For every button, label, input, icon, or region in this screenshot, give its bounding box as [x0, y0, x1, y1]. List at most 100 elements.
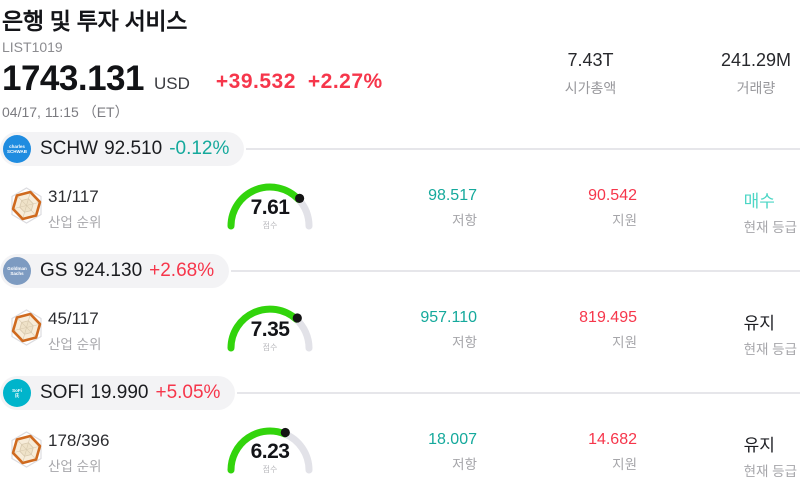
industry-rank-badge-icon	[8, 185, 45, 231]
stock-row-gs: Goldman Sachs GS 924.130 +2.68% 45/117 산업…	[0, 254, 800, 376]
support-value: 14.682	[588, 431, 637, 448]
logo-text: charles	[9, 144, 25, 149]
ticker-symbol: SOFI	[40, 382, 85, 403]
market-cap-value: 7.43T	[567, 50, 614, 70]
score-value: 7.35	[250, 318, 290, 341]
logo-text: Sachs	[10, 271, 24, 276]
resistance-value: 18.007	[428, 431, 477, 448]
industry-rank-label: 산업 순위	[48, 337, 102, 352]
market-cap-label: 시가총액	[564, 80, 617, 96]
support-column: 14.682 지원	[588, 431, 637, 473]
score-label: 점수	[262, 465, 278, 474]
volume-value: 241.29M	[720, 50, 792, 70]
company-logo-icon: SoFi 氏	[3, 379, 31, 407]
industry-rank: 31/117 산업 순위	[48, 187, 101, 231]
resistance-label: 저항	[452, 335, 477, 350]
stock-change: +2.68%	[149, 260, 215, 281]
support-value: 90.542	[588, 187, 637, 204]
rating-column: 매수 현재 등급	[744, 187, 797, 236]
resistance-value: 957.110	[420, 309, 477, 326]
industry-rank: 178/396 산업 순위	[48, 431, 109, 475]
resistance-column: 957.110 저항	[420, 309, 477, 351]
quote-datetime: 04/17, 11:15 （ET）	[2, 104, 129, 120]
support-label: 지원	[612, 213, 637, 228]
logo-text: Goldman	[7, 266, 27, 271]
market-cap-stat: 7.43T 시가총액	[538, 50, 643, 98]
industry-rank-value: 178/396	[48, 431, 110, 450]
score-value: 6.23	[250, 440, 290, 463]
score-gauge: 7.61 점수	[222, 179, 318, 239]
ticker-chip[interactable]: charles SCHWAB SCHW 92.510 -0.12%	[0, 132, 245, 166]
stock-change: +5.05%	[155, 382, 221, 403]
industry-rank: 45/117 산업 순위	[48, 309, 101, 353]
ticker-pill-row: SoFi 氏 SOFI 19.990 +5.05%	[0, 376, 800, 410]
industry-rank-value: 45/117	[48, 309, 99, 328]
index-price: 1743.131	[2, 59, 144, 98]
stock-row-sofi: SoFi 氏 SOFI 19.990 +5.05% 178/396 산업 순위 6…	[0, 376, 800, 488]
ticker-and-price: SOFI 19.990	[40, 382, 148, 404]
row-divider	[237, 392, 800, 394]
ticker-pill-row: charles SCHWAB SCHW 92.510 -0.12%	[0, 132, 800, 166]
ticker-symbol: GS	[40, 260, 68, 281]
currency-label: USD	[153, 74, 190, 93]
score-label: 점수	[262, 343, 278, 352]
support-value: 819.495	[579, 309, 637, 326]
score-gauge: 6.23 점수	[222, 423, 318, 483]
industry-rank-label: 산업 순위	[48, 215, 102, 230]
index-change-abs: +39.532	[215, 70, 296, 93]
rating-label: 현재 등급	[743, 342, 797, 357]
support-label: 지원	[612, 457, 637, 472]
rating-value: 유지	[743, 436, 775, 455]
resistance-label: 저항	[452, 213, 477, 228]
score-gauge: 7.35 점수	[222, 301, 318, 361]
ticker-chip[interactable]: SoFi 氏 SOFI 19.990 +5.05%	[0, 376, 236, 410]
ticker-and-price: GS 924.130	[40, 260, 142, 282]
stock-price: 924.130	[73, 260, 143, 281]
industry-rank-badge-icon	[8, 307, 45, 353]
page-title: 은행 및 투자 서비스	[2, 8, 188, 34]
stock-change: -0.12%	[169, 138, 230, 159]
volume-stat: 241.29M 거래량	[712, 50, 800, 98]
stock-row-schw: charles SCHWAB SCHW 92.510 -0.12% 31/117 …	[0, 132, 800, 254]
support-column: 90.542 지원	[588, 187, 637, 229]
stock-row-body: 31/117 산업 순위 7.61 점수 98.517 저항 90.542 지원…	[0, 178, 800, 262]
stock-row-body: 45/117 산업 순위 7.35 점수 957.110 저항 819.495 …	[0, 300, 800, 384]
index-price-row: 1743.131 USD +39.532 +2.27%	[2, 61, 800, 97]
volume-label: 거래량	[736, 80, 776, 96]
logo-text: 氏	[14, 393, 20, 398]
ticker-pill-row: Goldman Sachs GS 924.130 +2.68%	[0, 254, 800, 288]
row-divider	[231, 270, 800, 272]
ticker-chip[interactable]: Goldman Sachs GS 924.130 +2.68%	[0, 254, 230, 288]
header: 은행 및 투자 서비스 LIST1019 1743.131 USD +39.53…	[0, 0, 800, 132]
ticker-symbol: SCHW	[40, 138, 99, 159]
industry-rank-label: 산업 순위	[48, 459, 102, 474]
resistance-value: 98.517	[428, 187, 477, 204]
stock-price: 19.990	[90, 382, 149, 403]
resistance-column: 98.517 저항	[428, 187, 477, 229]
rating-value: 매수	[743, 192, 775, 211]
logo-text: SCHWAB	[7, 149, 27, 154]
index-change: +39.532 +2.27%	[216, 70, 383, 94]
industry-rank-badge-icon	[8, 429, 45, 475]
company-logo-icon: charles SCHWAB	[3, 135, 31, 163]
score-value: 7.61	[250, 196, 290, 219]
rating-column: 유지 현재 등급	[744, 309, 797, 358]
row-divider	[246, 148, 800, 150]
logo-text: SoFi	[12, 388, 22, 393]
rating-label: 현재 등급	[743, 220, 797, 235]
rating-column: 유지 현재 등급	[744, 431, 797, 480]
resistance-label: 저항	[452, 457, 477, 472]
industry-rank-value: 31/117	[48, 187, 99, 206]
stock-price: 92.510	[104, 138, 163, 159]
index-change-pct: +2.27%	[307, 70, 383, 93]
rating-label: 현재 등급	[743, 464, 797, 479]
list-id: LIST1019	[2, 39, 63, 55]
rating-value: 유지	[743, 314, 775, 333]
ticker-and-price: SCHW 92.510	[40, 138, 162, 160]
score-label: 점수	[262, 221, 278, 230]
support-column: 819.495 지원	[579, 309, 637, 351]
company-logo-icon: Goldman Sachs	[3, 257, 31, 285]
support-label: 지원	[612, 335, 637, 350]
stock-row-body: 178/396 산업 순위 6.23 점수 18.007 저항 14.682 지…	[0, 422, 800, 488]
resistance-column: 18.007 저항	[428, 431, 477, 473]
